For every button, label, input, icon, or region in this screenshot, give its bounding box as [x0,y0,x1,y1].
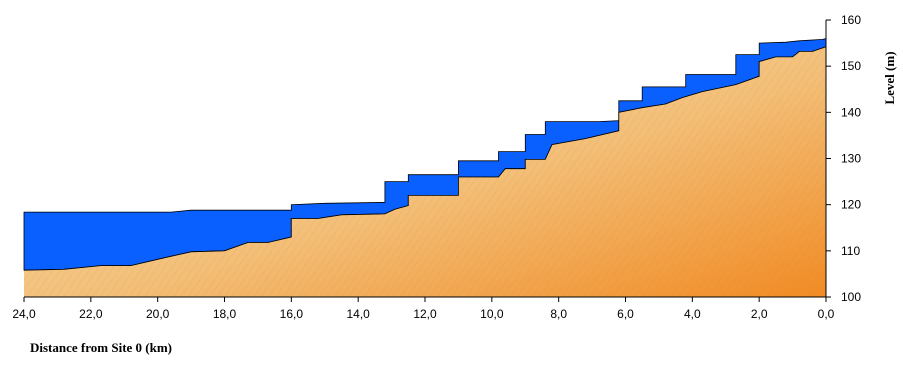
x-tick-label: 16,0 [280,307,304,321]
y-tick-label: 150 [841,59,861,73]
y-tick-label: 160 [841,13,861,27]
x-tick-label: 2,0 [751,307,768,321]
x-tick-label: 4,0 [684,307,701,321]
axes: 24,0 22,0 20,0 18,0 16,0 14,0 12,0 10,0 8,0 6,0 4,… [12,13,861,321]
x-tick-label: 14,0 [346,307,370,321]
x-axis-title: Distance from Site 0 (km) [30,340,173,355]
x-tick-label: 20,0 [146,307,170,321]
bed-profile-line [23,46,827,271]
y-axis-title: Level (m) [882,51,897,104]
x-tick-label: 24,0 [12,307,36,321]
plot-area [23,37,827,297]
x-tick-label: 8,0 [550,307,567,321]
y-tick-label: 120 [841,198,861,212]
y-tick-label: 100 [841,290,861,304]
x-tick-label: 12,0 [413,307,437,321]
x-tick-label: 0,0 [818,307,835,321]
y-tick-label: 130 [841,152,861,166]
y-tick-label: 110 [841,244,860,258]
x-tick-label: 22,0 [79,307,103,321]
x-tick-label: 10,0 [480,307,504,321]
x-tick-label: 6,0 [617,307,634,321]
y-tick-label: 140 [841,105,861,119]
x-tick-label: 18,0 [213,307,237,321]
bed-hatch [24,46,826,297]
